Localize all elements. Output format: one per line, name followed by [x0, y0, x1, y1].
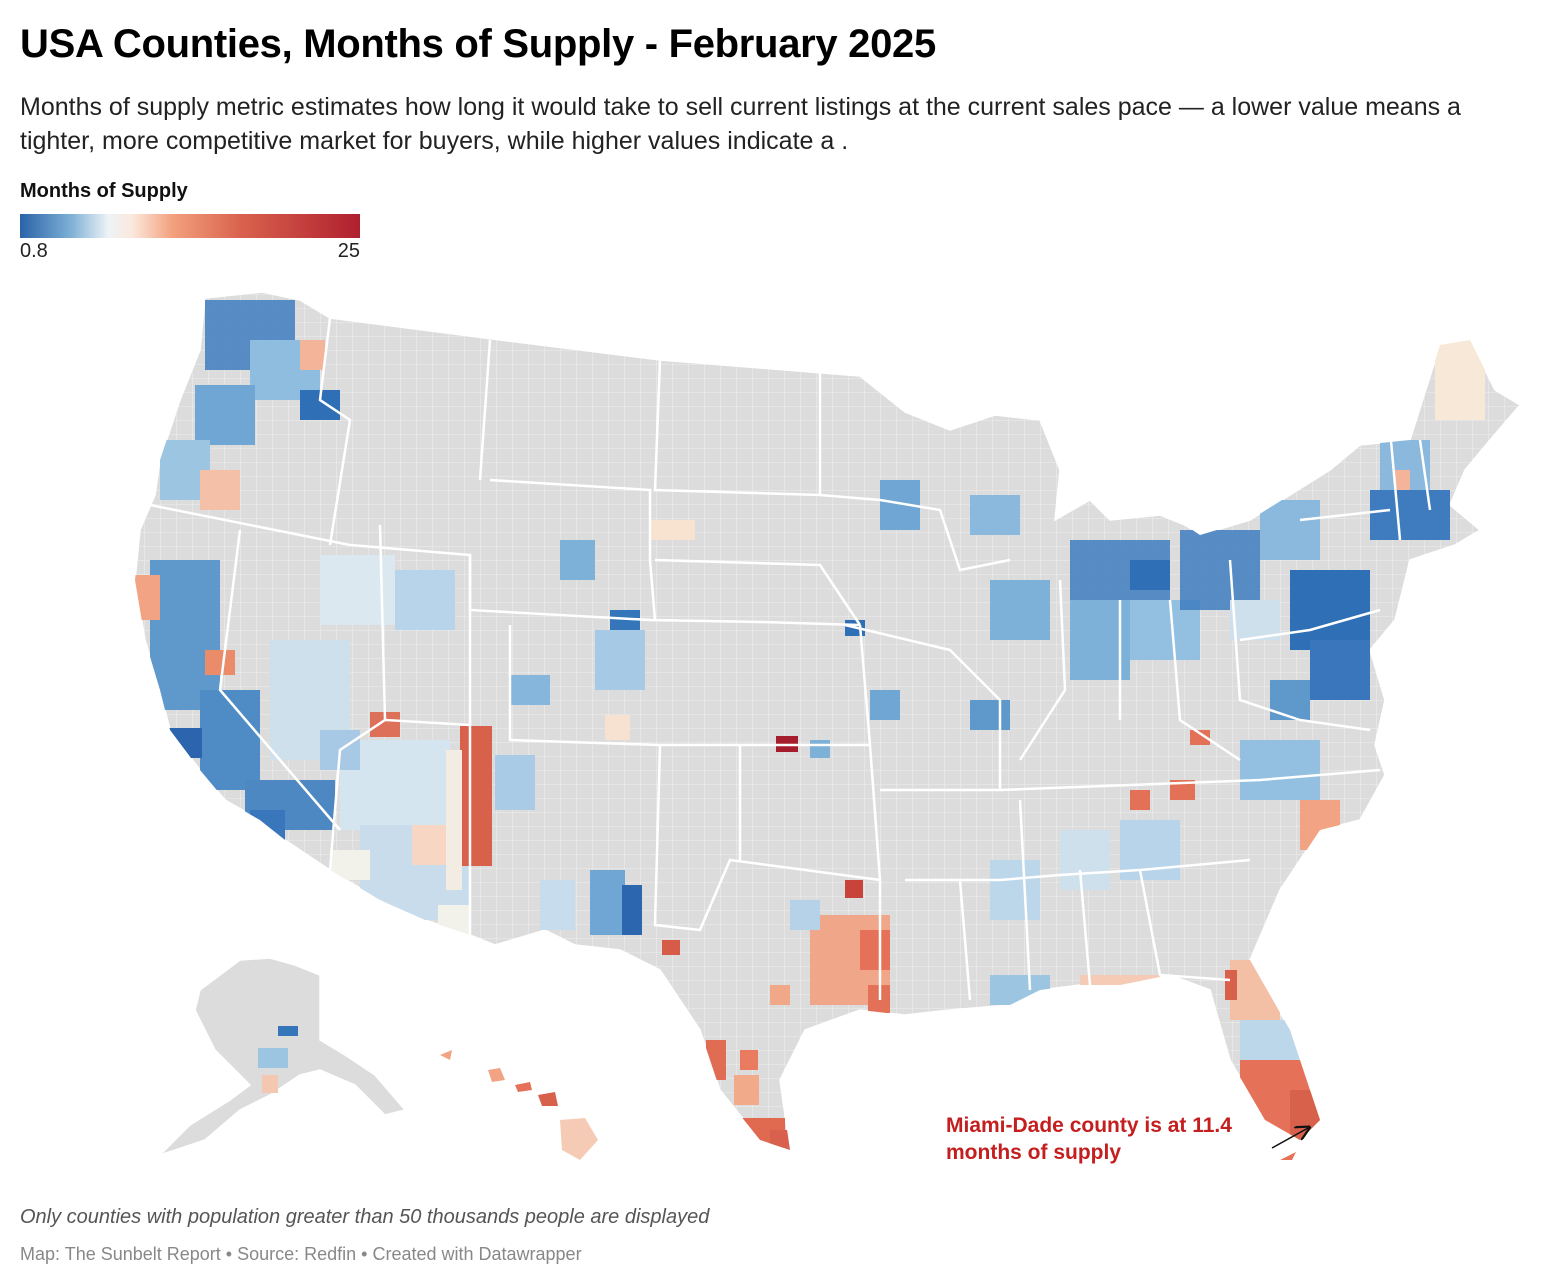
state-borders	[149, 317, 1432, 1001]
alaska	[159, 957, 407, 1156]
miami-dade-annotation: Miami-Dade county is at 11.4 months of s…	[946, 1114, 1232, 1164]
legend-labels: 0.8 25	[20, 240, 360, 264]
chart-title: USA Counties, Months of Supply - Februar…	[20, 22, 936, 66]
annotation-arrow	[1271, 1128, 1308, 1149]
credits-line: Map: The Sunbelt Report • Source: Redfin…	[20, 1244, 582, 1264]
legend-max-label: 25	[337, 240, 360, 262]
chart-subtitle: Months of supply metric estimates how lo…	[20, 93, 1461, 155]
legend-title: Months of Supply	[20, 180, 188, 202]
contiguous-us	[134, 291, 1522, 1152]
footnote: Only counties with population greater th…	[20, 1206, 710, 1228]
county-color-layer	[135, 300, 1485, 1150]
color-legend: Months of Supply 0.8 25	[20, 180, 360, 264]
hawaii	[440, 1050, 598, 1160]
legend-min-label: 0.8	[20, 240, 48, 262]
legend-gradient-bar	[20, 214, 360, 238]
